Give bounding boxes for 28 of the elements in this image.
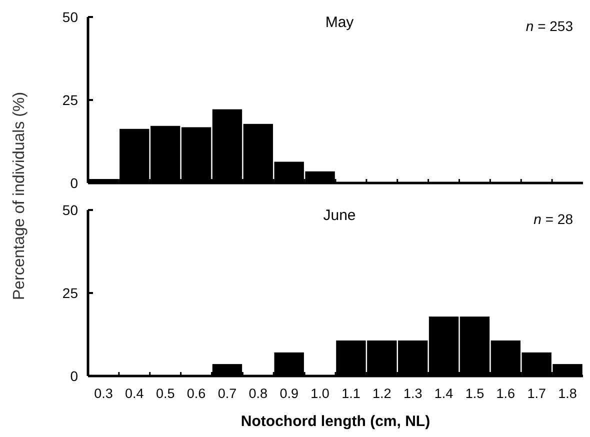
x-tick-label: 0.5 [156,386,175,401]
chart-title: June [323,207,356,224]
x-tick-label: 1.8 [558,386,577,401]
y-tick-label: 0 [70,174,78,191]
y-tick-label: 0 [70,368,78,384]
y-axis-title: Percentage of individuals (%) [11,92,28,300]
y-tick-label: 25 [62,284,78,301]
x-tick-label: 1.0 [310,386,330,401]
x-tick-label: 0.9 [280,386,298,401]
x-tick-label: 1.6 [496,386,516,401]
x-tick-label: 0.4 [125,386,144,401]
x-tick-label: 0.3 [94,386,113,401]
x-tick-label: 1.4 [434,386,454,401]
annotation: n = 253 [526,18,574,34]
annotation: n = 28 [534,211,574,227]
y-tick-label: 25 [62,92,78,108]
x-tick-label: 1.7 [527,386,546,401]
x-tick-label: 0.7 [218,386,237,401]
chart-title: May [325,14,354,31]
x-tick-label: 1.3 [403,386,422,401]
x-tick-label: 0.8 [248,386,268,401]
y-tick-label: 50 [62,8,78,25]
x-tick-label: 1.5 [465,386,484,401]
x-tick-label: 1.1 [342,386,360,401]
x-tick-label: 1.2 [372,386,392,401]
x-axis-title: Notochord length (cm, NL) [240,413,430,430]
x-tick-label: 0.6 [186,386,206,401]
y-tick-label: 50 [62,202,78,218]
